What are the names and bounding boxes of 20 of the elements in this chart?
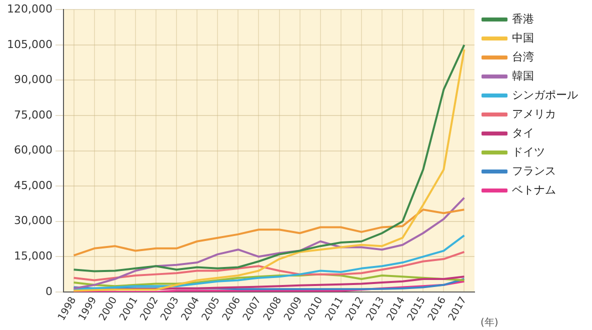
y-tick-label: 15,000 <box>14 250 52 263</box>
legend-label: 中国 <box>512 31 534 44</box>
x-axis-title: (年) <box>480 316 498 329</box>
legend-label: 香港 <box>512 12 534 26</box>
legend-label: ドイツ <box>512 145 545 158</box>
legend-label: 韓国 <box>512 69 534 82</box>
y-tick-label: 60,000 <box>14 144 52 157</box>
y-tick-label: 120,000 <box>6 2 52 16</box>
legend-label: シンガポール <box>512 88 578 102</box>
legend-label: ベトナム <box>512 183 556 196</box>
y-tick-label: 105,000 <box>6 38 52 51</box>
y-tick-label: 30,000 <box>14 214 52 228</box>
legend-label: フランス <box>512 164 556 178</box>
legend-label: タイ <box>512 126 534 140</box>
legend-label: アメリカ <box>512 107 556 120</box>
y-tick-label: 75,000 <box>14 108 52 122</box>
y-tick-label: 0 <box>45 284 52 298</box>
legend-label: 台湾 <box>512 50 534 64</box>
y-tick-label: 90,000 <box>14 73 52 86</box>
y-tick-label: 45,000 <box>14 178 52 192</box>
